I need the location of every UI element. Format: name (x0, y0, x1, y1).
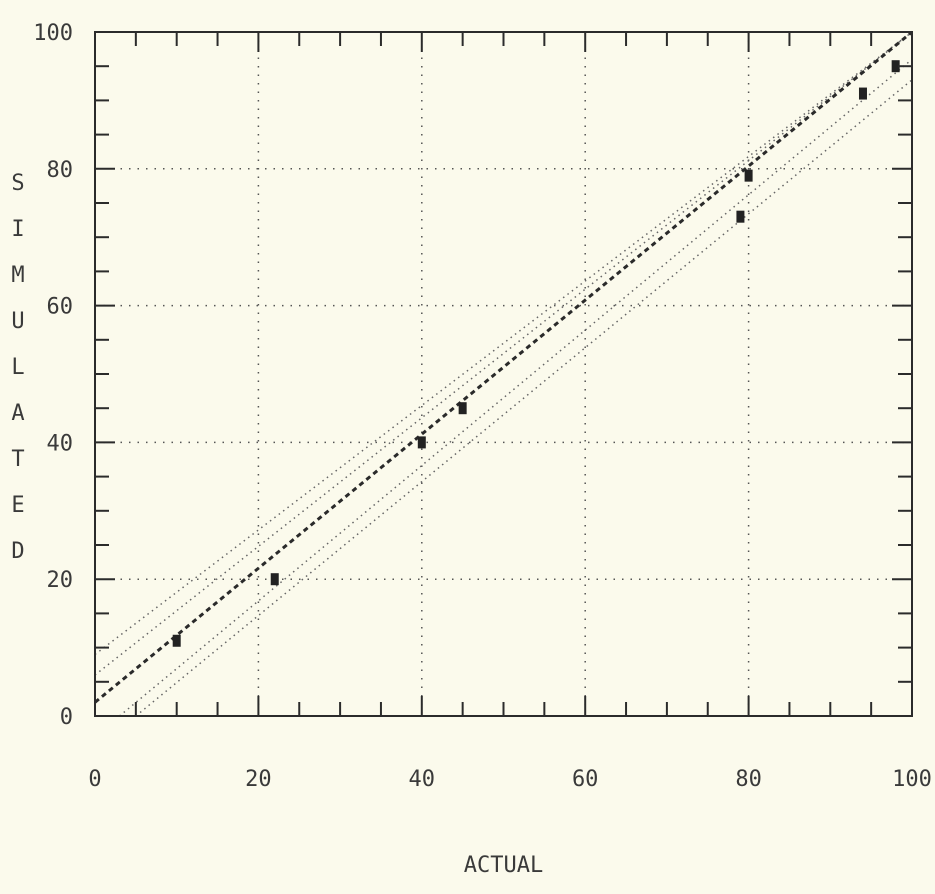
data-point (744, 169, 753, 182)
data-point (270, 573, 279, 586)
data-point (891, 60, 900, 73)
y-tick-label: 0 (60, 705, 73, 730)
y-tick-label: 100 (33, 21, 73, 46)
band-inner-band-lower (119, 58, 913, 717)
y-axis-title-letter: E (11, 493, 24, 518)
y-tick-label: 80 (47, 158, 74, 183)
x-tick-label: 60 (572, 767, 599, 792)
plot-frame (94, 31, 913, 717)
y-tick-label: 60 (47, 295, 74, 320)
y-axis-title-letter: T (11, 447, 24, 472)
confidence-bands (94, 31, 913, 717)
y-axis-title-letter: L (11, 355, 24, 380)
y-axis-title-letter: S (11, 171, 24, 196)
data-point (736, 210, 745, 223)
regression-line (94, 30, 913, 704)
y-axis-title-letter: I (11, 217, 24, 242)
data-points (172, 60, 900, 647)
data-point (858, 87, 867, 100)
x-tick-labels: 0 20 40 60 80 100 (88, 767, 932, 792)
y-axis-title-letter: D (11, 539, 24, 564)
x-tick-label: 40 (409, 767, 436, 792)
grid (95, 32, 912, 716)
tick-marks (95, 32, 912, 716)
x-tick-label: 80 (735, 767, 762, 792)
data-point (458, 402, 467, 415)
fit-line-group (94, 30, 913, 704)
data-point (417, 436, 426, 449)
y-axis-title-letter: U (11, 309, 24, 334)
y-axis-title-letter: M (11, 263, 24, 288)
x-axis-title: ACTUAL (464, 853, 543, 878)
x-tick-label: 0 (88, 767, 101, 792)
band-outer-band-lower (135, 79, 913, 717)
x-tick-label: 20 (245, 767, 272, 792)
y-tick-label: 20 (47, 568, 74, 593)
band-outer-band-upper (94, 31, 913, 656)
y-tick-labels: 0 20 40 60 80 100 (33, 21, 73, 730)
y-tick-label: 40 (47, 431, 74, 456)
x-tick-label: 100 (892, 767, 932, 792)
y-axis-title-letter: A (11, 401, 24, 426)
data-point (172, 634, 181, 647)
